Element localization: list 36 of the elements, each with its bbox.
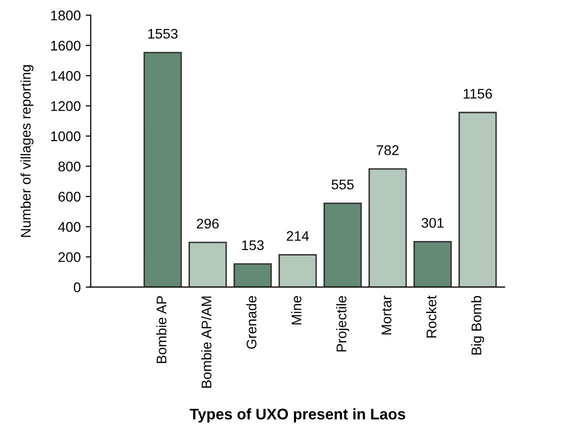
y-tick-label: 200 xyxy=(58,252,80,262)
y-tick-label: 1200 xyxy=(51,101,80,112)
data-label: 153 xyxy=(242,240,264,250)
bar xyxy=(234,263,272,288)
bar xyxy=(188,242,227,288)
data-label: 1156 xyxy=(464,88,492,99)
x-tick-label: Grenade xyxy=(246,296,256,349)
x-tick-label: Rocket xyxy=(426,296,436,338)
data-label: 214 xyxy=(286,231,309,241)
data-label: 782 xyxy=(376,145,399,156)
x-axis-title: Types of UXO present in Laos xyxy=(190,408,406,423)
data-label: 555 xyxy=(332,180,354,190)
x-tick-label: Projectile xyxy=(336,296,350,352)
x-tick-label: Bombie AP xyxy=(156,296,166,364)
bar xyxy=(414,240,452,288)
x-tick-label: Bombie AP/AM xyxy=(201,296,212,388)
data-label: 301 xyxy=(422,218,444,228)
y-tick-label: 1800 xyxy=(51,10,80,20)
bar xyxy=(458,112,497,288)
y-tick-label: 1400 xyxy=(51,70,80,81)
bar xyxy=(144,52,182,288)
y-tick-label: 1600 xyxy=(51,40,80,51)
bar xyxy=(278,254,317,288)
x-tick-label: Mortar xyxy=(382,296,392,334)
y-axis-title: Number of villages reporting xyxy=(20,65,34,237)
x-tick-label: Mine xyxy=(291,296,302,324)
x-tick-label: Big Bomb xyxy=(471,296,484,355)
bar xyxy=(324,202,362,288)
data-label: 296 xyxy=(196,218,219,229)
y-tick-label: 400 xyxy=(58,222,80,232)
bar xyxy=(368,168,407,288)
data-label: 1553 xyxy=(148,28,178,39)
y-tick-label: 800 xyxy=(58,162,80,172)
y-tick-label: 1000 xyxy=(51,131,80,142)
y-tick-label: 0 xyxy=(74,282,80,292)
y-tick-label: 600 xyxy=(58,192,80,202)
